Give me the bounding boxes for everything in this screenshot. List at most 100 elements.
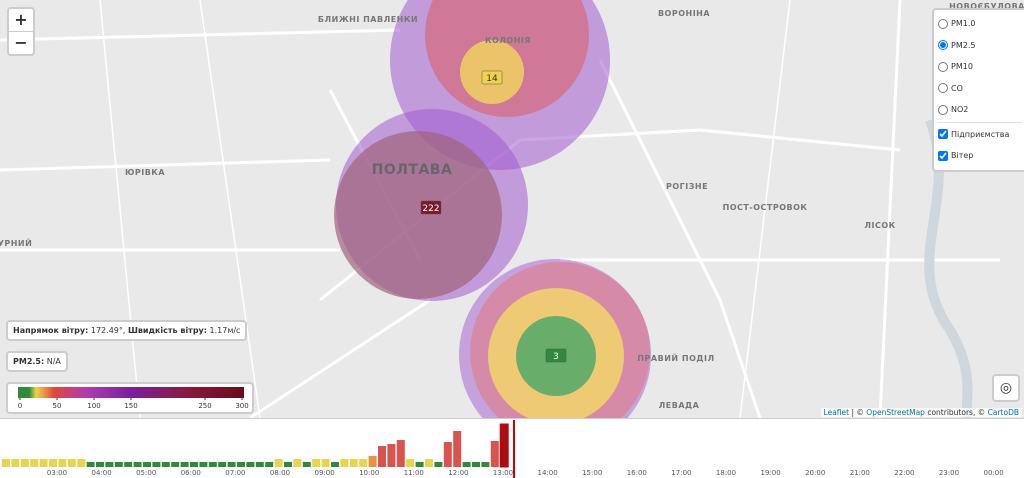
timeline-bar <box>190 462 198 467</box>
overlay-option[interactable]: Підприємства <box>938 124 1022 146</box>
timeline-bar <box>20 459 29 467</box>
option-label: Підприємства <box>951 129 1010 139</box>
pm-label: PM2.5: <box>13 357 45 366</box>
timeline-bar <box>434 462 443 467</box>
timeline-bar <box>415 462 424 467</box>
pollutant-option[interactable]: PM1.0 <box>938 13 1022 35</box>
pollutant-option[interactable]: PM10 <box>938 56 1022 78</box>
timeline-bar <box>49 459 57 467</box>
river <box>924 118 974 422</box>
attribution: Leaflet | © OpenStreetMap contributors, … <box>820 408 1022 417</box>
wind-direction-label: Напрямок вітру: <box>13 326 89 335</box>
hour-label: 14:00 <box>538 469 558 477</box>
timeline-bar <box>274 459 283 467</box>
marker-value: 3 <box>553 352 559 362</box>
pollutant-option[interactable]: CO <box>938 78 1022 100</box>
pollutant-option[interactable]: NO2 <box>938 99 1022 121</box>
zoom-control: + − <box>7 7 35 56</box>
timeline-bar <box>406 459 415 467</box>
attr-text: contributors, © <box>927 408 986 417</box>
hour-label: 00:00 <box>984 469 1004 477</box>
timeline-bar <box>359 459 368 467</box>
timeline-bar <box>302 462 311 467</box>
layer-control: PM1.0 PM2.5 PM10 CO NO2 Підприємства Вітер <box>932 8 1024 172</box>
timeline-bar <box>472 462 480 467</box>
timeline-bar <box>340 459 349 467</box>
timeline-bar <box>161 462 170 467</box>
place-label: ЛІСОК <box>864 221 895 230</box>
hour-label: 16:00 <box>627 469 647 477</box>
timeline-bar <box>237 462 245 467</box>
timeline-bar <box>331 462 339 467</box>
timeline-bar <box>396 440 405 467</box>
pollutant-option[interactable]: PM2.5 <box>938 35 1022 57</box>
timeline-bar <box>462 462 471 467</box>
legend: 0 50 100 150 250 300 <box>6 382 254 414</box>
zoom-in[interactable]: + <box>9 9 33 32</box>
timeline-bar <box>481 462 490 467</box>
hour-label: 23:00 <box>939 469 959 477</box>
place-label: ПОСТ-ОСТРОВОК <box>723 203 808 212</box>
timeline-bar <box>199 462 208 467</box>
timeline-bar <box>443 442 452 467</box>
timeline-bar <box>39 459 48 467</box>
timeline-bar <box>67 459 76 467</box>
hour-label: 22:00 <box>894 469 914 477</box>
option-label: Вітер <box>951 151 974 160</box>
timeline-bar <box>124 462 133 467</box>
legend-tick-label: 50 <box>53 402 62 410</box>
hour-label: 19:00 <box>761 469 781 477</box>
hour-label: 08:00 <box>270 469 290 477</box>
legend-bar <box>18 387 244 398</box>
osm-link[interactable]: OpenStreetMap <box>866 408 925 417</box>
timeline-bar <box>77 459 86 467</box>
hour-label: 05:00 <box>136 469 156 477</box>
timeline-bar <box>265 462 274 467</box>
wind-direction: 172.49°, <box>90 326 126 335</box>
wind-speed-label: Швидкість вітру: <box>127 326 207 335</box>
timeline-bar <box>58 459 67 467</box>
timeline-bar <box>114 462 123 467</box>
place-label: ЮРІВКА <box>125 168 165 177</box>
place-label: УРНИЙ <box>0 237 32 248</box>
timeline-bar <box>255 462 264 467</box>
place-label: ПРАВИЙ ПОДІЛ <box>637 352 714 363</box>
marker-badge <box>545 348 567 363</box>
timeline-bar <box>105 462 114 467</box>
timeline-bar <box>218 462 227 467</box>
hour-label: 06:00 <box>181 469 201 477</box>
legend-tick-label: 0 <box>18 402 22 410</box>
timeline-bar <box>378 446 386 467</box>
hour-label: 11:00 <box>404 469 424 477</box>
timeline-bar <box>86 462 95 467</box>
timeline-bar <box>368 456 377 467</box>
hour-label: 17:00 <box>671 469 691 477</box>
zoom-out[interactable]: − <box>14 33 28 52</box>
hour-label: 13:00 <box>493 469 513 477</box>
hour-label: 21:00 <box>850 469 870 477</box>
timeline-bar <box>453 431 462 467</box>
timeline-bar <box>96 462 104 467</box>
pm-info: PM2.5: N/A <box>6 351 68 372</box>
leaflet-link[interactable]: Leaflet <box>823 408 850 417</box>
wind-info: Напрямок вітру: 172.49°, Швидкість вітру… <box>6 320 248 341</box>
carto-link[interactable]: CartoDB <box>987 408 1019 417</box>
place-label: ПОЛТАВА <box>372 162 453 178</box>
option-label: CO <box>951 83 963 93</box>
marker-badge <box>420 200 442 215</box>
hour-label: 07:00 <box>225 469 245 477</box>
legend-scale: 0 50 100 150 250 300 <box>18 387 249 410</box>
overlay-option[interactable]: Вітер <box>938 145 1022 167</box>
locate-button[interactable]: ◎ <box>992 374 1020 402</box>
timeline-bar <box>152 462 161 467</box>
legend-tick-label: 300 <box>235 402 248 410</box>
timeline-bar <box>499 423 509 468</box>
place-label: РОГІЗНЕ <box>666 182 708 191</box>
legend-tick-label: 250 <box>198 402 211 410</box>
timeline-bar <box>11 459 20 467</box>
hour-label: 20:00 <box>805 469 825 477</box>
timeline-bar <box>293 459 302 467</box>
timeline-bar <box>246 462 255 467</box>
hour-label: 03:00 <box>47 469 67 477</box>
